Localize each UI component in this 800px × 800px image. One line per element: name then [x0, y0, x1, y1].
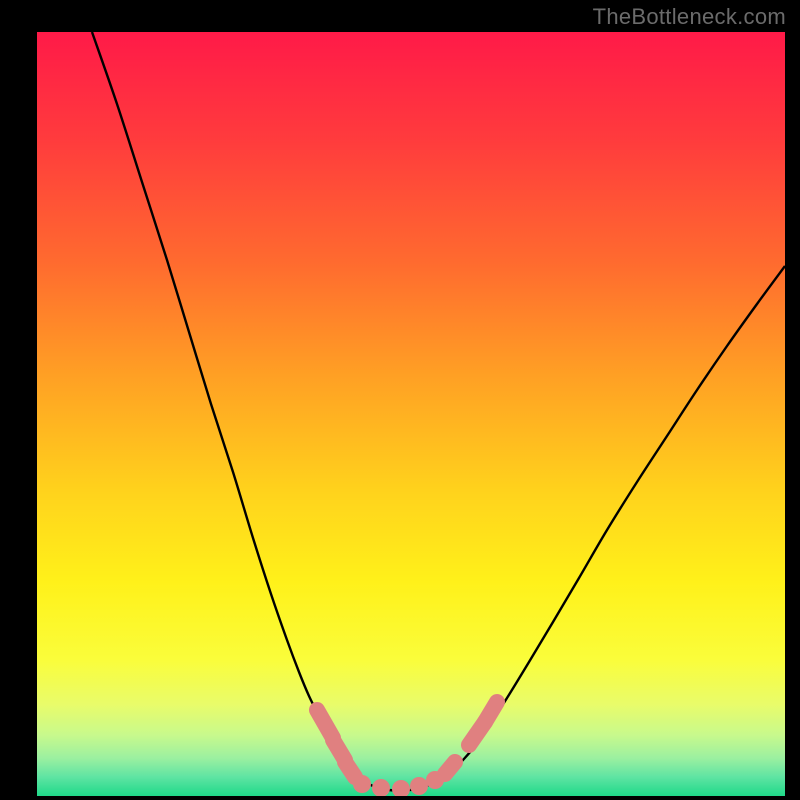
marker-dot — [410, 777, 428, 795]
marker-dot — [426, 771, 444, 789]
marker-capsule — [485, 702, 497, 722]
marker-dot — [353, 775, 371, 793]
marker-dot — [392, 780, 410, 796]
marker-dot — [372, 779, 390, 796]
curve-right-branch — [455, 266, 785, 768]
curve-left-branch — [92, 32, 352, 770]
marker-capsule — [445, 762, 455, 774]
marker-capsule — [345, 762, 355, 777]
watermark-text: TheBottleneck.com — [593, 4, 786, 30]
plot-area — [37, 32, 785, 796]
curve-overlay-svg — [37, 32, 785, 796]
figure-canvas: TheBottleneck.com — [0, 0, 800, 800]
